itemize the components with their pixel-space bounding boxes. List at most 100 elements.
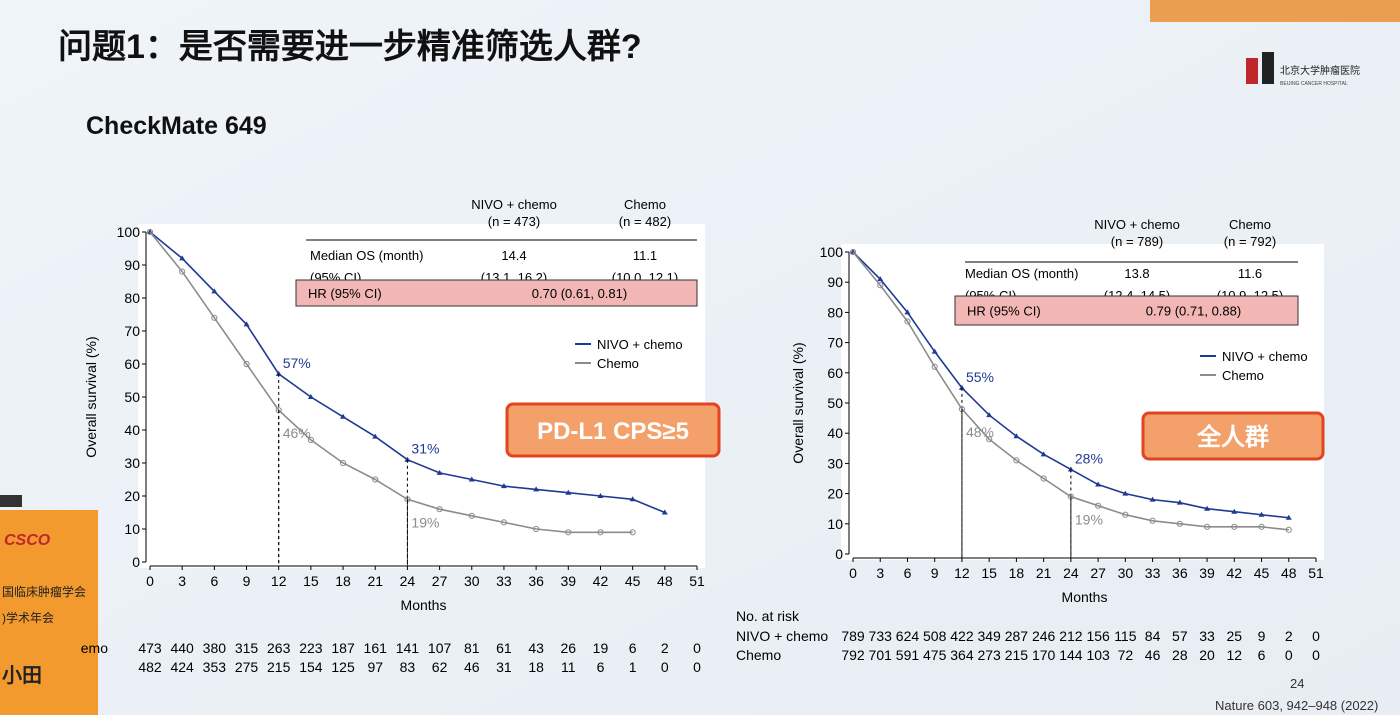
risk-count: 12 bbox=[1227, 647, 1243, 663]
risk-count: 107 bbox=[428, 640, 452, 656]
censor-circle bbox=[877, 282, 884, 289]
censor-circle bbox=[243, 360, 250, 368]
censor-triangle bbox=[1040, 451, 1047, 457]
risk-count: 144 bbox=[1059, 647, 1083, 663]
x-tick-label: 42 bbox=[1227, 565, 1243, 581]
risk-count: 187 bbox=[331, 640, 355, 656]
x-tick-label: 45 bbox=[1254, 565, 1270, 581]
censor-circle bbox=[307, 436, 314, 443]
x-tick-label: 27 bbox=[432, 573, 448, 589]
censor-triangle bbox=[500, 483, 507, 489]
censor-circle bbox=[500, 519, 508, 526]
subgroup-badge bbox=[1141, 411, 1325, 461]
censor-triangle bbox=[372, 433, 379, 439]
risk-count: 0 bbox=[661, 659, 669, 675]
x-tick-label: 15 bbox=[981, 565, 997, 581]
x-tick-label: 24 bbox=[400, 573, 416, 589]
x-tick-label: 51 bbox=[1308, 565, 1324, 581]
y-tick-label: 20 bbox=[827, 486, 843, 502]
risk-count: 103 bbox=[1086, 647, 1110, 663]
value-label: 55% bbox=[966, 369, 994, 385]
risk-count: 473 bbox=[138, 640, 162, 656]
value-label: 48% bbox=[966, 424, 994, 440]
risk-count: 6 bbox=[597, 659, 605, 675]
y-tick-label: 30 bbox=[124, 455, 140, 471]
logo-text: 北京大学肿瘤医院 bbox=[1280, 64, 1360, 77]
x-tick-label: 48 bbox=[1281, 565, 1297, 581]
y-tick-label: 100 bbox=[820, 244, 844, 260]
survival-curve bbox=[149, 231, 633, 534]
censor-circle bbox=[179, 268, 186, 275]
logo-mark bbox=[1262, 52, 1274, 84]
risk-count: 349 bbox=[977, 628, 1001, 644]
censor-triangle bbox=[1095, 481, 1102, 487]
risk-count: 170 bbox=[1032, 647, 1056, 663]
risk-count: 2 bbox=[661, 640, 669, 656]
censor-circle bbox=[1013, 457, 1020, 464]
y-tick-label: 10 bbox=[827, 516, 843, 532]
risk-count: 62 bbox=[432, 659, 448, 675]
table-cell: Median OS (month) bbox=[310, 248, 423, 263]
x-tick-label: 6 bbox=[210, 573, 218, 589]
censor-triangle bbox=[565, 489, 572, 495]
legend-label: NIVO + chemo bbox=[1222, 349, 1308, 364]
y-tick-label: 20 bbox=[124, 488, 140, 504]
legend-label: Chemo bbox=[1222, 368, 1264, 383]
banner-text: )学术年会 bbox=[2, 610, 54, 625]
censor-circle bbox=[565, 529, 572, 536]
table-cell: 11.6 bbox=[1238, 266, 1262, 281]
risk-count: 72 bbox=[1118, 647, 1134, 663]
value-label: 46% bbox=[283, 425, 311, 441]
risk-count: 275 bbox=[235, 659, 259, 675]
x-tick-label: 6 bbox=[904, 565, 912, 581]
censor-triangle bbox=[661, 509, 668, 515]
risk-count: 482 bbox=[138, 659, 162, 675]
risk-count: 25 bbox=[1227, 628, 1243, 644]
censor-circle bbox=[1176, 520, 1183, 527]
risk-count: 789 bbox=[841, 628, 865, 644]
subgroup-badge-text: PD-L1 CPS≥5 bbox=[537, 418, 689, 445]
risk-count: 273 bbox=[977, 647, 1001, 663]
y-tick-label: 30 bbox=[827, 455, 843, 471]
risk-row-label: NIVO + chemo bbox=[736, 628, 828, 644]
censor-circle bbox=[597, 529, 604, 536]
censor-circle bbox=[986, 436, 993, 443]
hr-label: HR (95% CI) bbox=[308, 286, 382, 301]
censor-circle bbox=[1285, 526, 1292, 533]
censor-circle bbox=[468, 512, 475, 519]
logo-mark bbox=[1246, 58, 1258, 84]
risk-row-label: emo bbox=[81, 640, 108, 656]
legend-label: NIVO + chemo bbox=[597, 337, 683, 352]
citation: Nature 603, 942–948 (2022) bbox=[1215, 698, 1378, 713]
risk-count: 26 bbox=[561, 640, 577, 656]
censor-triangle bbox=[958, 384, 965, 390]
value-label: 57% bbox=[283, 355, 311, 371]
censor-triangle bbox=[1122, 490, 1129, 496]
banner-text: CSCO bbox=[4, 532, 51, 549]
page-number: 24 bbox=[1290, 676, 1304, 691]
hr-value: 0.70 (0.61, 0.81) bbox=[532, 286, 627, 301]
risk-count: 215 bbox=[267, 659, 291, 675]
risk-count: 792 bbox=[841, 647, 865, 663]
x-tick-label: 39 bbox=[561, 573, 577, 589]
x-tick-label: 33 bbox=[1145, 565, 1161, 581]
x-tick-label: 18 bbox=[1009, 565, 1025, 581]
x-tick-label: 9 bbox=[931, 565, 939, 581]
risk-count: 380 bbox=[203, 640, 227, 656]
y-tick-label: 50 bbox=[124, 389, 140, 405]
value-label: 19% bbox=[411, 514, 439, 530]
x-tick-label: 0 bbox=[146, 573, 154, 589]
table-header: Chemo bbox=[624, 197, 666, 212]
risk-count: 43 bbox=[528, 640, 544, 656]
censor-triangle bbox=[340, 413, 347, 419]
risk-count: 624 bbox=[896, 628, 920, 644]
censor-triangle bbox=[877, 276, 884, 282]
censor-triangle bbox=[404, 456, 411, 462]
censor-circle bbox=[436, 506, 443, 513]
risk-count: 115 bbox=[1114, 628, 1137, 644]
y-tick-label: 40 bbox=[124, 422, 140, 438]
table-header: NIVO + chemo bbox=[471, 197, 557, 212]
hr-value: 0.79 (0.71, 0.88) bbox=[1146, 304, 1241, 319]
y-tick-label: 50 bbox=[827, 395, 843, 411]
